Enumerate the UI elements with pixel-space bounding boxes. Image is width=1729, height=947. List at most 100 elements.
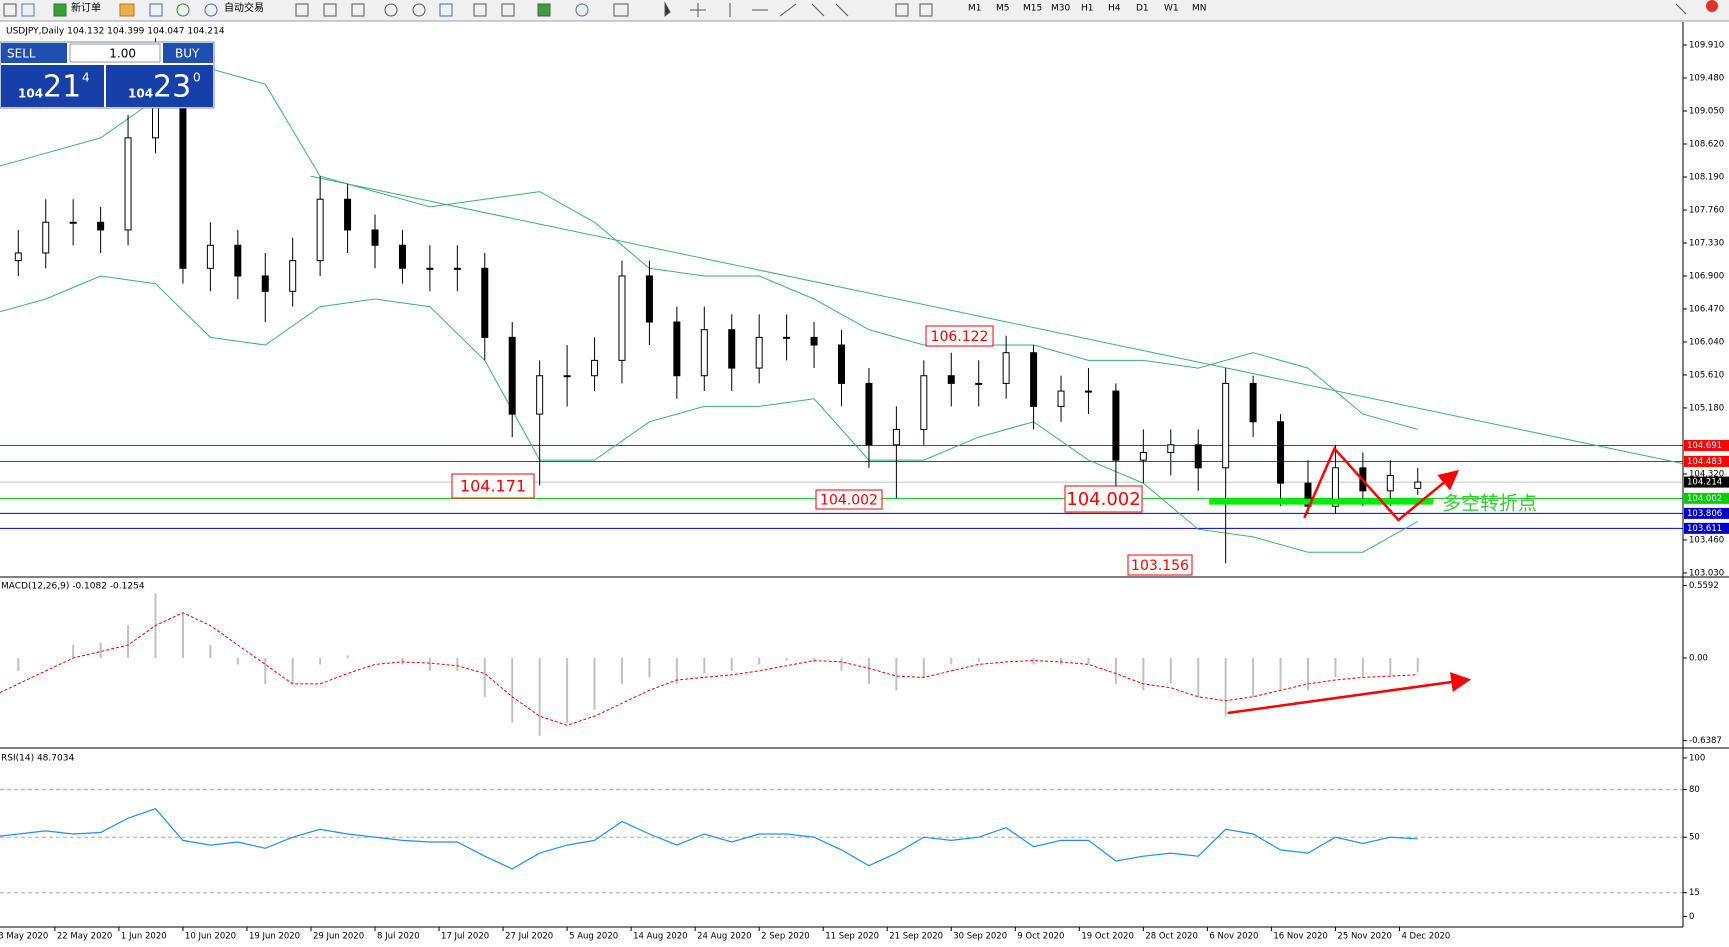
- timeframe[interactable]: H4: [1108, 4, 1121, 14]
- annotation-box: [451, 473, 535, 499]
- icon[interactable]: [895, 3, 909, 17]
- y-tick-label: 109.910: [1689, 41, 1724, 51]
- buy-button[interactable]: [163, 43, 213, 63]
- macd-header: MACD(12,26,9) -0.1082 -0.1254: [1, 582, 145, 592]
- buy-label[interactable]: BUY: [175, 47, 200, 61]
- auto-trading[interactable]: 自动交易: [224, 1, 264, 14]
- y-tick-label: 108.190: [1689, 172, 1724, 182]
- annotation: 104.171: [460, 477, 526, 496]
- x-tick-label: 19 Jun 2020: [249, 932, 300, 942]
- icon[interactable]: [811, 3, 849, 17]
- bid-pips: 21: [43, 70, 81, 105]
- candle-body: [783, 336, 791, 339]
- candle-body: [700, 329, 708, 377]
- icon[interactable]: [919, 3, 933, 17]
- candle-body: [453, 267, 461, 270]
- x-tick-label: 9 Oct 2020: [1017, 932, 1064, 942]
- candle-body: [1167, 444, 1175, 453]
- level-label: 104.483: [1687, 457, 1722, 467]
- icon[interactable]: [21, 3, 35, 17]
- bid-box[interactable]: [1, 65, 104, 107]
- annotation-box: [1127, 554, 1193, 576]
- candle-body: [1249, 382, 1257, 423]
- candle-body: [1194, 444, 1202, 469]
- candle-body: [261, 275, 269, 292]
- y-tick-label: 107.330: [1689, 238, 1724, 248]
- candle-body: [344, 198, 352, 231]
- icon[interactable]: [664, 1, 671, 18]
- x-tick-label: 17 Jul 2020: [441, 932, 489, 942]
- candle-body: [975, 382, 983, 385]
- timeframe[interactable]: M30: [1051, 4, 1070, 14]
- icon[interactable]: [204, 3, 218, 17]
- timeframe[interactable]: W1: [1164, 4, 1179, 14]
- level-label: 103.806: [1687, 509, 1722, 519]
- icon[interactable]: [323, 3, 337, 17]
- notification[interactable]: [1706, 0, 1718, 12]
- candle-body: [426, 267, 434, 270]
- candle-body: [481, 267, 489, 338]
- timeframe[interactable]: MN: [1192, 4, 1207, 14]
- x-tick-label: 27 Jul 2020: [505, 932, 553, 942]
- macd-signal: [0, 612, 1418, 726]
- candle-body: [1222, 382, 1230, 469]
- icon[interactable]: [176, 3, 190, 17]
- sell-label[interactable]: SELL: [7, 47, 36, 61]
- icon[interactable]: [351, 3, 365, 17]
- icon[interactable]: [119, 3, 135, 17]
- level-box: [1684, 476, 1729, 488]
- level-label: 103.611: [1687, 524, 1722, 534]
- icon[interactable]: [53, 3, 67, 17]
- y-tick-label: 80: [1689, 785, 1700, 795]
- icon[interactable]: [3, 3, 17, 17]
- ask-point: 0: [193, 71, 201, 85]
- icon[interactable]: [412, 3, 426, 17]
- x-tick-label: 19 Oct 2020: [1081, 932, 1134, 942]
- candle-body: [206, 244, 214, 269]
- candle-body: [1414, 481, 1422, 489]
- icon[interactable]: [439, 3, 453, 17]
- icon[interactable]: [537, 3, 551, 17]
- candle-body: [508, 336, 516, 415]
- icon[interactable]: [473, 3, 487, 17]
- rsi-header: RSI(14) 48.7034: [1, 754, 74, 764]
- icon[interactable]: [690, 3, 706, 17]
- icon[interactable]: [384, 3, 398, 17]
- lots-input[interactable]: [69, 43, 161, 63]
- y-tick-label: 106.040: [1689, 337, 1724, 347]
- timeframe[interactable]: M15: [1023, 4, 1042, 14]
- timeframe[interactable]: H1: [1081, 4, 1094, 14]
- toolbar-icons: [3, 0, 1718, 18]
- timeframe[interactable]: M1: [968, 4, 982, 14]
- y-tick-label: 109.480: [1689, 74, 1724, 84]
- candle-body: [673, 321, 681, 377]
- x-tick-label: 4 Dec 2020: [1401, 932, 1450, 942]
- annotation: 103.156: [1131, 558, 1189, 574]
- main-panel: [0, 38, 1683, 564]
- candle-body: [1139, 451, 1147, 461]
- candle-body: [810, 336, 818, 346]
- candle-body: [838, 344, 845, 384]
- timeframe[interactable]: D1: [1136, 4, 1149, 14]
- x-tick-label: 6 Nov 2020: [1209, 932, 1258, 942]
- candle-body: [892, 428, 900, 446]
- ask-box[interactable]: [106, 65, 213, 107]
- candle-body: [728, 329, 736, 369]
- icon[interactable]: [295, 3, 309, 17]
- level-box: [1684, 439, 1729, 451]
- icon[interactable]: [613, 3, 629, 17]
- macd-panel: [0, 593, 1472, 736]
- icon[interactable]: [729, 3, 797, 17]
- annotation-box: [815, 489, 883, 510]
- icon[interactable]: [501, 3, 515, 17]
- timeframe[interactable]: M5: [996, 4, 1010, 14]
- lots-value[interactable]: 1.00: [109, 47, 136, 61]
- sell-button[interactable]: [1, 43, 67, 63]
- icon[interactable]: [575, 3, 589, 17]
- icon[interactable]: [1675, 3, 1687, 15]
- y-tick-label: 0: [1689, 912, 1694, 922]
- y-tick-label: 106.900: [1689, 271, 1724, 281]
- icon[interactable]: [149, 3, 163, 17]
- new-order[interactable]: 新订单: [71, 1, 101, 14]
